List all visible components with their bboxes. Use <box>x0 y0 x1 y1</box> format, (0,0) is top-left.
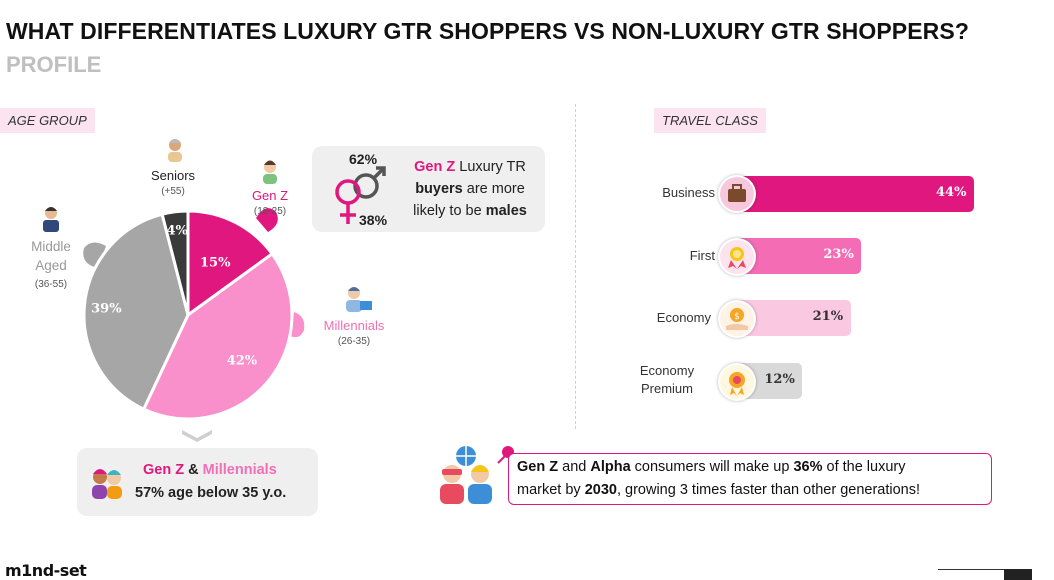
gender-card: 62% 38% Gen Z Luxury TR buyers are more … <box>312 146 545 232</box>
pie-slice-millennials <box>141 251 294 421</box>
pie-label: 42% <box>227 354 258 369</box>
page-subtitle: PROFILE <box>6 52 102 77</box>
key-insight-callout: Gen Z and Alpha consumers will make up 3… <box>508 453 992 505</box>
seniors-icon <box>165 138 185 167</box>
bar-label-economy-premium: Economy Premium <box>639 363 695 396</box>
pie-slice-seniors <box>160 209 190 316</box>
seniors-label: Seniors (+55) <box>150 168 196 197</box>
pie-slice-gen-z <box>186 209 275 318</box>
award-premium-icon <box>718 363 756 401</box>
group-people-icon <box>88 463 126 501</box>
male-percent: 62% <box>349 151 378 167</box>
corner-block <box>1004 569 1032 580</box>
bar-business <box>738 176 974 212</box>
genz-person-icon <box>261 159 279 190</box>
pie-decoration <box>256 208 278 232</box>
summary-card: Gen Z & Millennials 57% age below 35 y.o… <box>77 448 318 516</box>
bar-value-label: 44% <box>936 185 967 200</box>
bar-value-label: 23% <box>823 247 854 262</box>
medal-first-icon <box>718 238 756 276</box>
bar-first <box>738 238 862 274</box>
gender-symbols-icon <box>335 166 386 224</box>
middle-aged-label: Middle Aged (36-55) <box>31 239 71 290</box>
brand-logo: m1nd-set <box>5 561 87 580</box>
summary-line2: 57% age below 35 y.o. <box>135 485 287 501</box>
bar-label-business: Business <box>662 185 715 200</box>
coin-hand-icon: $ <box>718 300 756 338</box>
pie-decoration <box>290 312 305 338</box>
generation-group-icon <box>440 446 492 504</box>
pie-label: 4% <box>167 224 189 239</box>
summary-line1: Gen Z & Millennials <box>143 462 277 478</box>
page-title: WHAT DIFFERENTIATES LUXURY GTR SHOPPERS … <box>6 18 969 44</box>
gender-text: Gen Z Luxury TR buyers are more likely t… <box>413 159 527 219</box>
bar-label-first: First <box>689 248 715 263</box>
genz-label: Gen Z (18-25) <box>251 188 289 217</box>
bar-value-label: 21% <box>812 309 844 324</box>
pie-label: 15% <box>200 256 231 271</box>
pie-label: 39% <box>91 301 122 316</box>
chevron-down-icon <box>182 430 212 442</box>
millennials-icon <box>343 285 373 320</box>
age-group-tag: AGE GROUP <box>0 108 95 133</box>
female-percent: 38% <box>359 212 388 228</box>
travel-class-tag: TRAVEL CLASS <box>654 108 766 133</box>
svg-text:$: $ <box>734 312 740 322</box>
bar-label-economy: Economy <box>656 310 711 325</box>
footer-rule <box>938 569 1004 570</box>
pie-slice-middle-aged <box>82 212 190 412</box>
bar-economy <box>738 300 851 336</box>
middle-aged-icon <box>41 205 61 238</box>
millennials-label: Millennials (26-35) <box>323 318 385 347</box>
section-divider <box>575 104 576 429</box>
bar-value-label: 12% <box>764 372 795 387</box>
briefcase-icon <box>718 175 756 213</box>
